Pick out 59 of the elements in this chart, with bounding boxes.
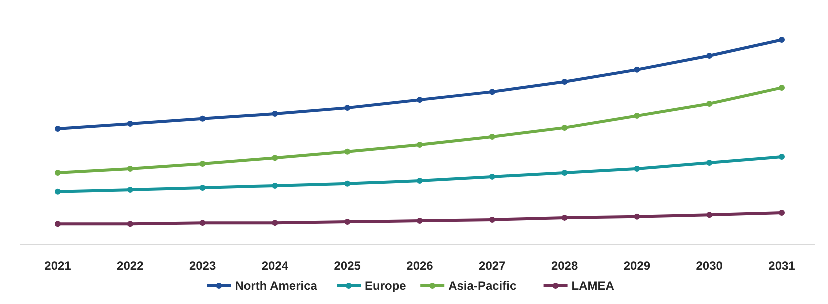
point xyxy=(779,154,785,160)
point xyxy=(55,188,61,195)
x-tick-label: 2031 xyxy=(768,259,796,273)
point xyxy=(634,214,640,220)
point xyxy=(344,180,351,187)
legend-label: LAMEA xyxy=(572,279,615,293)
x-tick-label: 2030 xyxy=(696,259,724,273)
legend-label: Asia-Pacific xyxy=(448,279,517,293)
point xyxy=(489,134,496,140)
point xyxy=(489,216,496,223)
point xyxy=(489,174,496,180)
point xyxy=(634,166,640,172)
x-tick-label: 2021 xyxy=(44,259,72,273)
point xyxy=(127,121,134,128)
point xyxy=(562,79,568,86)
point xyxy=(344,105,351,112)
point xyxy=(489,89,496,96)
point xyxy=(779,84,785,91)
x-tick-label: 2024 xyxy=(262,259,289,273)
point xyxy=(706,100,713,107)
point xyxy=(417,142,423,148)
point xyxy=(344,148,351,155)
point xyxy=(417,97,423,104)
point xyxy=(272,182,278,189)
point xyxy=(779,210,785,216)
point xyxy=(272,220,278,226)
point xyxy=(417,218,423,224)
point xyxy=(562,124,568,131)
x-tick-label: 2029 xyxy=(624,259,651,273)
point xyxy=(706,160,713,166)
point xyxy=(706,212,713,218)
point xyxy=(127,166,134,172)
x-tick-label: 2027 xyxy=(479,259,506,273)
point xyxy=(634,66,640,73)
x-tick-label: 2028 xyxy=(551,259,578,273)
point xyxy=(417,178,423,184)
legend-label: Europe xyxy=(365,279,407,293)
point xyxy=(272,155,278,162)
point xyxy=(55,126,61,132)
point xyxy=(562,170,568,176)
point xyxy=(200,116,206,122)
point xyxy=(344,219,351,226)
x-tick-label: 2022 xyxy=(117,259,144,273)
point xyxy=(562,214,568,221)
point xyxy=(200,161,206,168)
point xyxy=(200,185,206,192)
x-tick-label: 2025 xyxy=(334,259,362,273)
point xyxy=(127,221,134,228)
point xyxy=(706,52,713,59)
x-tick-label: 2026 xyxy=(406,259,434,273)
legend-label: North America xyxy=(235,279,318,293)
x-tick-label: 2023 xyxy=(189,259,216,273)
point xyxy=(127,187,134,194)
point xyxy=(272,111,278,118)
point xyxy=(200,220,206,226)
point xyxy=(55,170,61,176)
point xyxy=(779,37,785,43)
point xyxy=(55,221,61,228)
point xyxy=(634,113,640,120)
